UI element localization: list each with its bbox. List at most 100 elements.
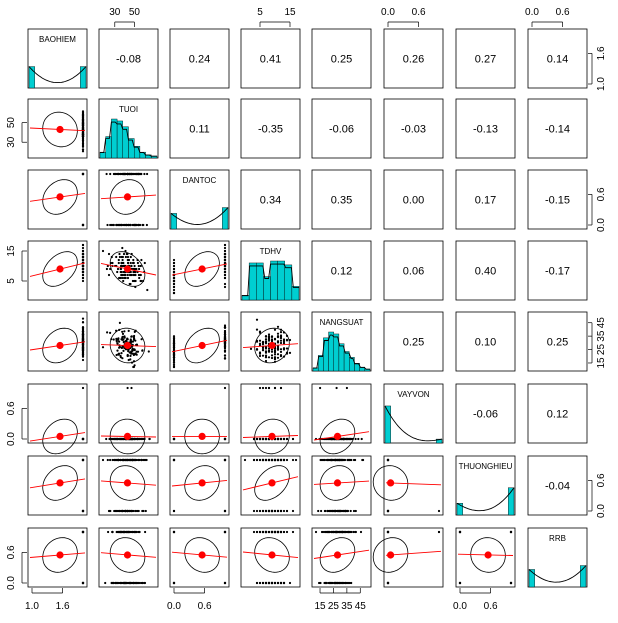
scatter-point	[270, 339, 274, 342]
scatter-point	[172, 581, 176, 585]
variable-label: VAYVON	[397, 390, 429, 399]
bottom-axis-tick-label: 25	[328, 601, 340, 612]
correlation-value: 0.10	[475, 337, 496, 349]
scatter-point	[267, 333, 271, 336]
scatter-point	[328, 437, 331, 441]
scatter-point	[223, 261, 227, 265]
scatter-point	[258, 330, 262, 333]
scatter-point	[81, 125, 85, 128]
scatter-point	[131, 223, 134, 227]
scatter-point	[279, 350, 283, 353]
scatter-point	[223, 530, 227, 534]
scatter-point	[223, 386, 227, 390]
scatter-point	[134, 273, 137, 277]
scatter-point	[264, 335, 268, 338]
scatter-point	[282, 338, 286, 341]
scatter-point	[127, 261, 130, 265]
scatter-point	[143, 172, 146, 176]
mean-point	[56, 341, 64, 350]
scatter-point	[282, 458, 286, 462]
correlation-value: 0.24	[189, 54, 210, 66]
panel-frame	[169, 383, 230, 444]
panel-tuoi-rrb: -0.14	[527, 98, 588, 159]
scatter-point	[354, 530, 357, 534]
histogram-bar	[111, 118, 118, 159]
scatter-point	[132, 365, 135, 369]
top-axis-tick-label: 0.6	[412, 7, 426, 18]
correlation-value: 0.41	[260, 54, 281, 66]
scatter-point	[172, 335, 176, 338]
scatter-point	[273, 356, 277, 359]
scatter-point	[264, 458, 268, 462]
scatter-point	[133, 330, 136, 333]
density-curve	[528, 565, 587, 583]
scatter-point	[223, 437, 227, 441]
histogram-bar	[80, 66, 87, 89]
scatter-point	[348, 581, 351, 585]
panel-frame	[169, 240, 230, 301]
panel-thuonghieu-thuonghieu: THUONGHIEU	[455, 455, 516, 516]
scatter-point	[261, 581, 265, 585]
right-axis-tick-label: 0.6	[596, 473, 607, 487]
top-axis-tick-label: 30	[109, 7, 121, 18]
scatter-point	[81, 345, 85, 348]
mean-point	[123, 551, 132, 559]
mean-point	[198, 341, 206, 350]
variable-label: TDHV	[260, 247, 282, 256]
panel-tuoi-tuoi: TUOI	[98, 98, 159, 159]
scatter-point	[107, 252, 111, 256]
panel-frame	[455, 383, 516, 444]
density-curve	[456, 487, 515, 512]
correlation-ellipse	[319, 465, 356, 501]
bottom-axis-tick-label: 0.6	[484, 601, 498, 612]
panel-frame	[169, 527, 230, 588]
scatter-point	[81, 243, 85, 247]
histogram-bar	[263, 276, 271, 301]
panel-frame	[383, 169, 444, 230]
correlation-ellipse	[254, 465, 290, 501]
correlation-value: 0.35	[331, 195, 352, 207]
right-axis-tick-label: 25	[596, 344, 607, 356]
scatter-point	[172, 363, 176, 366]
scatter-point	[122, 252, 126, 256]
scatter-point	[129, 458, 132, 462]
scatter-point	[130, 345, 133, 348]
panel-thuonghieu-nangsuat	[311, 455, 372, 516]
scatter-point	[121, 509, 124, 513]
scatter-point	[264, 340, 268, 343]
scatter-point	[261, 509, 265, 513]
correlation-ellipse	[42, 418, 78, 455]
panel-rrb-nangsuat	[311, 527, 372, 588]
panel-frame	[240, 98, 301, 159]
left-axis-tick-label: 5	[6, 278, 17, 284]
scatter-point	[131, 347, 134, 350]
scatter-point	[357, 437, 360, 441]
scatter-point	[127, 350, 130, 353]
scatter-point	[81, 333, 85, 336]
panel-frame	[169, 169, 230, 230]
left-axis-tick-label: 0.0	[6, 576, 17, 590]
scatter-point	[172, 359, 176, 362]
left-axis-tick-label: 0.0	[6, 432, 17, 446]
correlation-ellipse	[254, 537, 290, 573]
scatter-point	[106, 223, 109, 227]
histogram-bar	[338, 343, 345, 372]
correlation-value: -0.13	[473, 124, 498, 136]
mean-point	[387, 479, 395, 487]
scatter-point	[122, 458, 125, 462]
scatter-point	[285, 530, 289, 534]
scatter-point	[276, 325, 280, 328]
scatter-point	[334, 458, 337, 462]
scatter-point	[359, 530, 363, 534]
correlation-ellipse	[319, 418, 356, 455]
scatter-point	[123, 530, 126, 534]
scatter-point	[122, 341, 125, 344]
scatter-point	[142, 458, 145, 462]
scatter-point	[386, 458, 390, 462]
scatter-point	[258, 509, 262, 513]
scatter-point	[346, 509, 349, 513]
panel-frame	[527, 98, 588, 159]
scatter-point	[270, 581, 274, 585]
scatter-point	[282, 437, 286, 441]
